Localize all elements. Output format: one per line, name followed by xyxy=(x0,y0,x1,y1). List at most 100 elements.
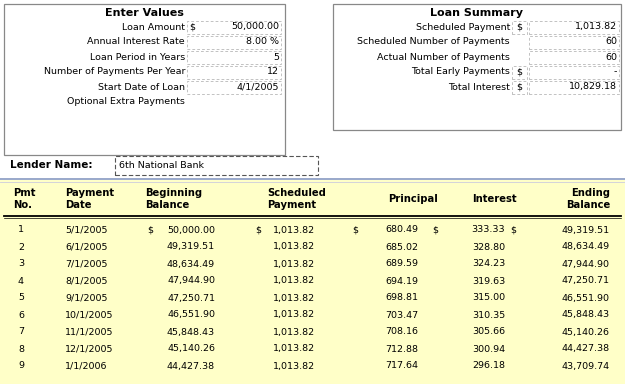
Bar xyxy=(187,66,281,78)
Text: 1,013.82: 1,013.82 xyxy=(273,225,315,235)
Text: 8/1/2005: 8/1/2005 xyxy=(65,276,108,285)
Text: Start Date of Loan: Start Date of Loan xyxy=(98,83,185,91)
Text: Principal: Principal xyxy=(388,194,438,204)
Text: Balance: Balance xyxy=(566,200,610,210)
Text: -: - xyxy=(614,68,617,76)
Bar xyxy=(187,81,281,93)
Text: 10,829.18: 10,829.18 xyxy=(569,83,617,91)
Text: 60: 60 xyxy=(605,38,617,46)
Text: Loan Amount: Loan Amount xyxy=(122,23,185,31)
Text: Loan Summary: Loan Summary xyxy=(431,8,524,18)
Text: $: $ xyxy=(352,225,358,235)
Text: 9: 9 xyxy=(18,361,24,371)
Text: Interest: Interest xyxy=(472,194,517,204)
Text: 7/1/2005: 7/1/2005 xyxy=(65,260,108,268)
Text: Scheduled Number of Payments: Scheduled Number of Payments xyxy=(357,38,510,46)
Bar xyxy=(187,35,281,48)
Text: 45,140.26: 45,140.26 xyxy=(167,344,215,354)
Text: Annual Interest Rate: Annual Interest Rate xyxy=(88,38,185,46)
Text: 44,427.38: 44,427.38 xyxy=(167,361,215,371)
Text: 319.63: 319.63 xyxy=(472,276,505,285)
Text: Ending: Ending xyxy=(571,188,610,198)
Bar xyxy=(0,0,625,178)
Text: 50,000.00: 50,000.00 xyxy=(167,225,215,235)
Bar xyxy=(529,35,619,48)
Text: Total Interest: Total Interest xyxy=(448,83,510,91)
Bar xyxy=(187,20,281,33)
Text: 5/1/2005: 5/1/2005 xyxy=(65,225,108,235)
Text: Lender Name:: Lender Name: xyxy=(10,160,92,170)
Text: 43,709.74: 43,709.74 xyxy=(562,361,610,371)
Text: 46,551.90: 46,551.90 xyxy=(562,293,610,303)
Text: 12: 12 xyxy=(267,68,279,76)
Text: Enter Values: Enter Values xyxy=(105,8,184,18)
Text: 49,319.51: 49,319.51 xyxy=(562,225,610,235)
Bar xyxy=(115,156,318,175)
Text: 47,944.90: 47,944.90 xyxy=(167,276,215,285)
Text: 1,013.82: 1,013.82 xyxy=(273,361,315,371)
Text: Total Early Payments: Total Early Payments xyxy=(411,68,510,76)
Text: Beginning: Beginning xyxy=(145,188,202,198)
Text: $: $ xyxy=(516,83,522,91)
Text: 48,634.49: 48,634.49 xyxy=(562,243,610,252)
Text: 6: 6 xyxy=(18,311,24,319)
Text: 47,944.90: 47,944.90 xyxy=(562,260,610,268)
Text: 45,848.43: 45,848.43 xyxy=(562,311,610,319)
Text: 689.59: 689.59 xyxy=(385,260,418,268)
Text: $: $ xyxy=(189,23,195,31)
Text: 1,013.82: 1,013.82 xyxy=(273,344,315,354)
Bar xyxy=(529,51,619,63)
Text: 328.80: 328.80 xyxy=(472,243,505,252)
Bar xyxy=(512,20,527,33)
Text: 708.16: 708.16 xyxy=(385,328,418,336)
Text: 1: 1 xyxy=(18,225,24,235)
Text: Number of Payments Per Year: Number of Payments Per Year xyxy=(44,68,185,76)
Text: Scheduled Payment: Scheduled Payment xyxy=(416,23,510,31)
Bar xyxy=(529,20,619,33)
Text: 4: 4 xyxy=(18,276,24,285)
Bar xyxy=(333,4,621,130)
Bar xyxy=(512,66,527,78)
Text: Optional Extra Payments: Optional Extra Payments xyxy=(67,98,185,106)
Text: 45,140.26: 45,140.26 xyxy=(562,328,610,336)
Text: $: $ xyxy=(516,23,522,31)
Text: $: $ xyxy=(432,225,438,235)
Bar xyxy=(529,81,619,93)
Text: 1,013.82: 1,013.82 xyxy=(575,23,617,31)
Text: 47,250.71: 47,250.71 xyxy=(167,293,215,303)
Text: 46,551.90: 46,551.90 xyxy=(167,311,215,319)
Text: 703.47: 703.47 xyxy=(385,311,418,319)
Text: 1,013.82: 1,013.82 xyxy=(273,243,315,252)
Text: 305.66: 305.66 xyxy=(472,328,505,336)
Text: 49,319.51: 49,319.51 xyxy=(167,243,215,252)
Text: Loan Period in Years: Loan Period in Years xyxy=(90,53,185,61)
Text: 680.49: 680.49 xyxy=(385,225,418,235)
Text: 5: 5 xyxy=(18,293,24,303)
Text: 1,013.82: 1,013.82 xyxy=(273,328,315,336)
Text: 712.88: 712.88 xyxy=(385,344,418,354)
Text: Scheduled: Scheduled xyxy=(267,188,326,198)
Text: 10/1/2005: 10/1/2005 xyxy=(65,311,114,319)
Text: 315.00: 315.00 xyxy=(472,293,505,303)
Text: 8.00 %: 8.00 % xyxy=(246,38,279,46)
Text: 50,000.00: 50,000.00 xyxy=(231,23,279,31)
Bar xyxy=(4,4,285,155)
Text: 9/1/2005: 9/1/2005 xyxy=(65,293,108,303)
Text: 6th National Bank: 6th National Bank xyxy=(119,161,204,169)
Text: Date: Date xyxy=(65,200,91,210)
Text: Actual Number of Payments: Actual Number of Payments xyxy=(377,53,510,61)
Text: No.: No. xyxy=(13,200,32,210)
Text: 300.94: 300.94 xyxy=(472,344,505,354)
Text: 7: 7 xyxy=(18,328,24,336)
Text: $: $ xyxy=(255,225,261,235)
Bar xyxy=(187,51,281,63)
Text: 694.19: 694.19 xyxy=(385,276,418,285)
Text: 1,013.82: 1,013.82 xyxy=(273,276,315,285)
Text: $: $ xyxy=(510,225,516,235)
Text: 12/1/2005: 12/1/2005 xyxy=(65,344,114,354)
Text: Payment: Payment xyxy=(267,200,316,210)
Text: Payment: Payment xyxy=(65,188,114,198)
Text: 5: 5 xyxy=(273,53,279,61)
Text: 47,250.71: 47,250.71 xyxy=(562,276,610,285)
Text: 333.33: 333.33 xyxy=(471,225,505,235)
